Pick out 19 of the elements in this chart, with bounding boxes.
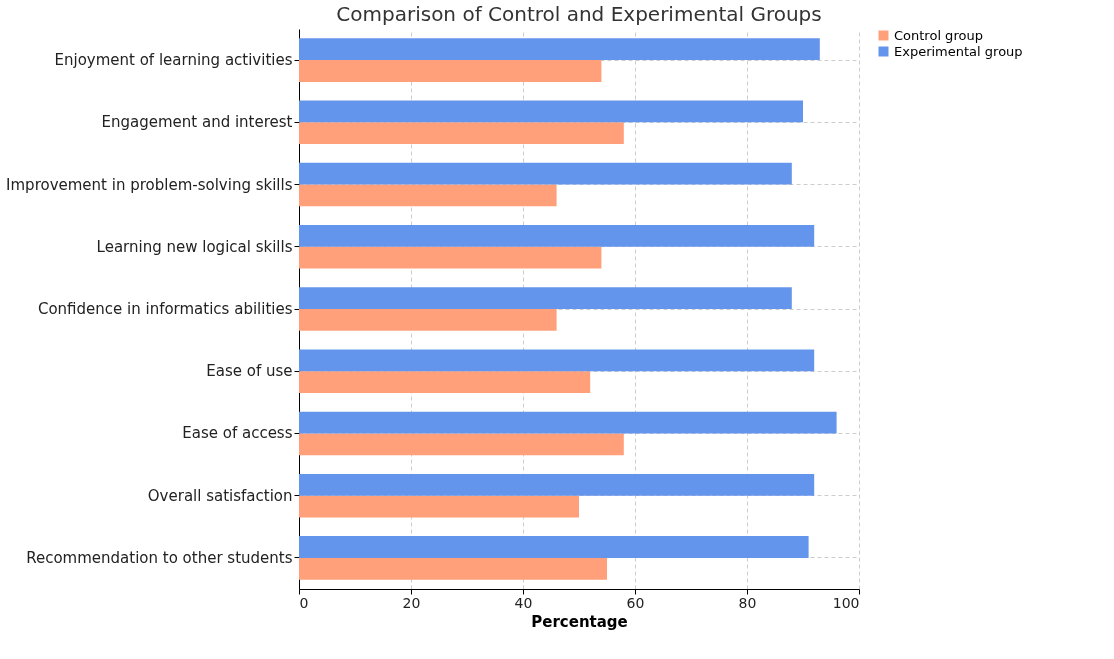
y-tick-label: Recommendation to other students — [26, 548, 293, 567]
x-tick-label: 40 — [514, 594, 533, 611]
legend-label: Control group — [894, 27, 983, 43]
y-tick-label: Ease of use — [206, 362, 293, 381]
y-tick-label: Overall satisfaction — [147, 486, 293, 505]
y-tick-label: Learning new logical skills — [96, 237, 293, 256]
legend-label: Experimental group — [894, 43, 1023, 59]
y-tick-label: Ease of access — [182, 424, 293, 443]
chart-title: Comparison of Control and Experimental Groups — [336, 2, 822, 26]
y-tick-label: Enjoyment of learning activities — [54, 51, 293, 70]
x-tick-label: 80 — [738, 594, 757, 611]
y-tick-label: Engagement and interest — [101, 113, 293, 132]
y-tick-label: Confidence in informatics abilities — [37, 300, 293, 318]
x-tick-label: 0 — [299, 594, 309, 611]
x-tick-label: 20 — [402, 594, 421, 611]
x-tick-label: 100 — [832, 594, 860, 611]
y-tick-label: Improvement in problem-solving skills — [6, 175, 293, 194]
x-tick-label: 60 — [626, 594, 645, 611]
x-axis-title: Percentage — [531, 612, 628, 631]
